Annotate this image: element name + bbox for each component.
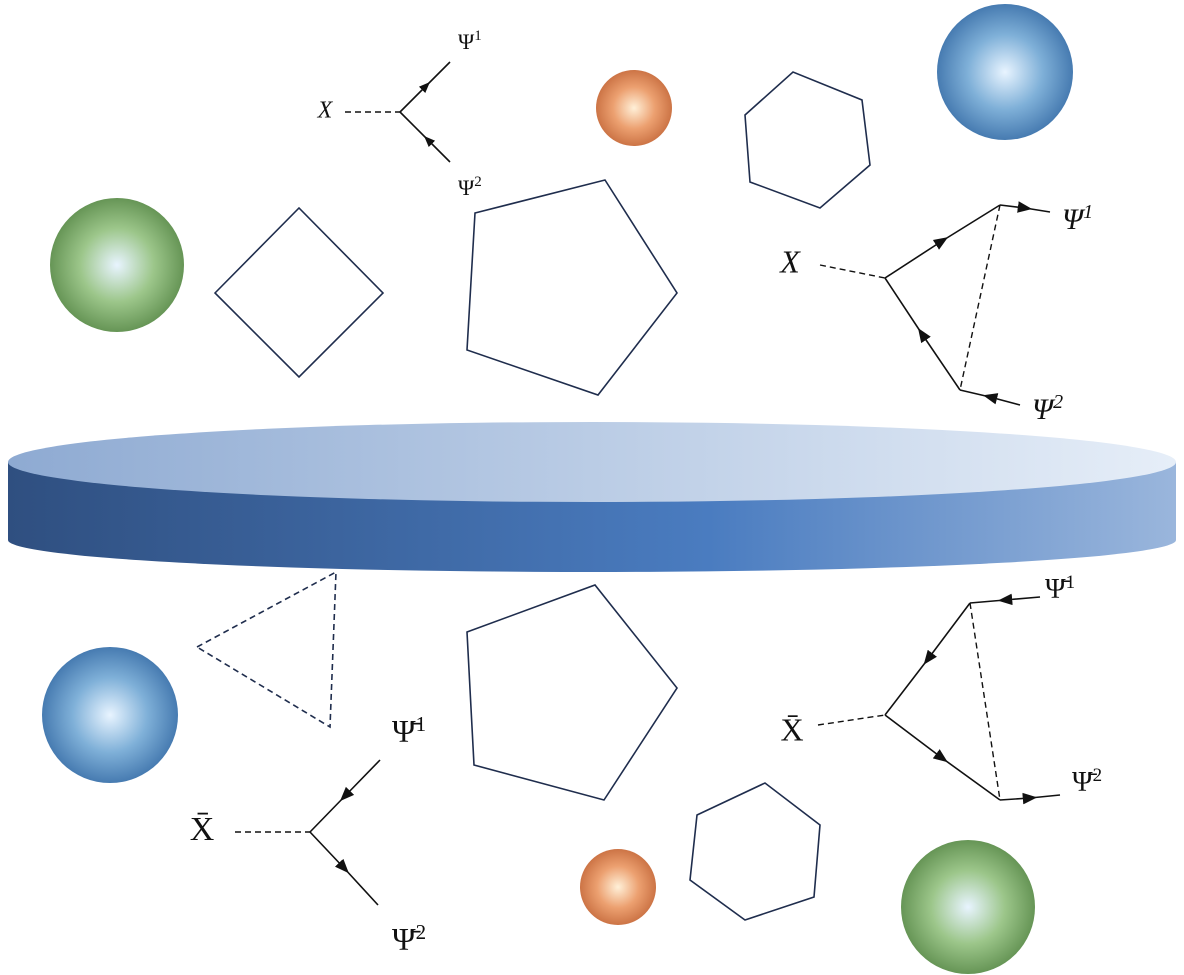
triangle-diagram: X Ψ1 Ψ2 [778,201,1093,426]
superscript: 1 [416,712,427,736]
label: X [778,243,801,279]
pentagon [466,584,678,801]
label: Ψ2 [458,174,482,200]
vertex-diagram: X̄ Ψ̄1 Ψ̄2 [190,712,426,958]
hexagon [689,782,821,921]
symbol: Ψ [1062,203,1086,236]
label: Ψ1 [1062,201,1093,236]
triangle-diagram: X̄ Ψ̄1 Ψ̄2 [780,572,1102,805]
square [213,206,385,379]
label: X̄ [190,811,215,848]
superscript: 1 [474,28,482,44]
sphere [901,840,1035,974]
superscript: 2 [1093,765,1103,786]
hexagon [744,71,871,209]
sphere [50,198,184,332]
superscript: 2 [416,920,427,944]
superscript: 2 [474,174,482,190]
sphere [937,4,1073,140]
triangle [195,570,337,729]
superscript: 1 [1083,201,1093,223]
label: X [317,98,334,124]
label: Ψ̄2 [392,920,426,958]
superscript: 1 [1066,572,1076,593]
label: Ψ̄1 [1045,572,1075,605]
symbol: Ψ [1032,393,1056,426]
sphere [42,647,178,783]
sphere [596,70,672,146]
disk [8,422,1176,572]
label: Ψ̄1 [392,712,426,750]
label: Ψ1 [458,28,482,54]
label: X̄ [780,711,803,747]
symbol: Ψ [458,29,475,54]
vertex-diagram: X Ψ1 Ψ2 [317,28,482,200]
sphere [580,849,656,925]
label: Ψ̄2 [1072,765,1102,798]
symbol: Ψ [458,175,475,200]
label: Ψ2 [1032,391,1063,426]
superscript: 2 [1053,391,1063,413]
pentagon [466,179,678,396]
